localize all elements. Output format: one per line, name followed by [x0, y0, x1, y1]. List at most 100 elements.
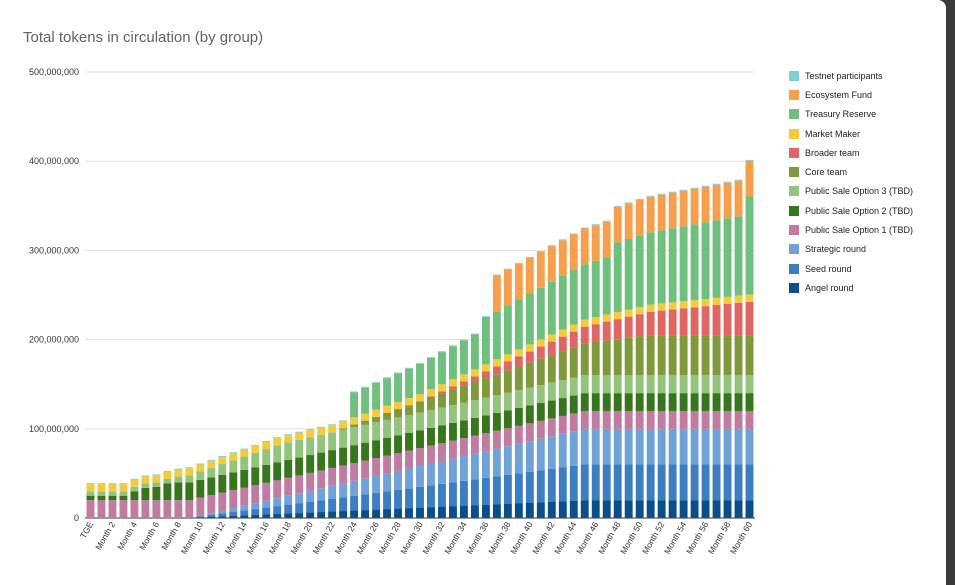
bar-segment: [448, 458, 457, 483]
bar-segment: [284, 513, 293, 518]
bar-segment: [416, 507, 424, 518]
bar-segment: [701, 428, 710, 465]
bar-segment: [536, 502, 545, 518]
bar-segment: [317, 488, 326, 501]
bar-segment: [503, 428, 512, 447]
bar-segment: [196, 463, 205, 465]
bar-segment: [569, 234, 578, 271]
bar-segment: [734, 180, 743, 217]
legend-label: Treasury Reserve: [805, 109, 877, 120]
bar-segment: [416, 486, 424, 508]
bar-segment: [427, 427, 435, 446]
legend-swatch: [789, 225, 799, 236]
bar-segment: [745, 428, 754, 465]
bar-segment: [712, 428, 721, 465]
bar-segment: [163, 470, 172, 472]
bar-segment: [427, 445, 435, 464]
bar-segment: [624, 202, 633, 204]
bar-segment: [459, 456, 468, 481]
bar-segment: [383, 473, 392, 492]
legend-item: Public Sale Option 1 (TBD): [789, 220, 913, 239]
bar-segment: [569, 377, 578, 396]
bar-segment: [350, 495, 359, 511]
bar-segment: [492, 476, 501, 505]
bar-segment: [558, 351, 567, 381]
bar-segment: [668, 192, 677, 229]
legend-item: Market Maker: [789, 124, 913, 143]
bar-segment: [657, 428, 666, 465]
bar-segment: [207, 460, 216, 468]
bar-segment: [547, 382, 556, 401]
bar-segment: [141, 483, 150, 488]
bar-segment: [635, 314, 644, 337]
bar-segment: [613, 205, 622, 207]
bar-segment: [734, 295, 743, 303]
bar-segment: [481, 364, 490, 372]
bar-segment: [448, 482, 457, 507]
bar-segment: [558, 329, 567, 337]
bar-segment: [580, 227, 589, 229]
bar-segment: [97, 483, 106, 485]
bar-segment: [503, 446, 512, 475]
bar-segment: [383, 437, 392, 456]
bar-segment: [525, 441, 534, 472]
bar-segment: [701, 222, 710, 300]
bar-segment: [734, 393, 743, 411]
legend-label: Public Sale Option 2 (TBD): [805, 205, 914, 216]
bar-segment: [547, 245, 556, 247]
bar-segment: [668, 191, 677, 193]
bar-segment: [690, 187, 699, 189]
bar-segment: [712, 184, 721, 221]
bar-segment: [459, 385, 468, 403]
bar-segment: [668, 464, 677, 501]
bar-segment: [624, 428, 633, 465]
bar-segment: [668, 309, 677, 336]
bar-segment: [130, 486, 139, 492]
bar-segment: [580, 500, 589, 518]
bar-segment: [569, 331, 578, 348]
bar-segment: [229, 516, 238, 518]
bar-segment: [525, 344, 534, 352]
bar-segment: [701, 186, 710, 223]
bar-segment: [317, 452, 326, 471]
bar-segment: [646, 304, 655, 312]
bar-segment: [481, 451, 490, 478]
bar-segment: [580, 319, 589, 327]
bar-segment: [492, 412, 501, 431]
legend-label: Strategic round: [805, 244, 867, 255]
bar-segment: [459, 505, 468, 518]
bar-segment: [536, 403, 545, 421]
bar-segment: [503, 474, 512, 504]
bar-segment: [196, 497, 205, 516]
legend: Testnet participants Ecosystem Fund Treasu…: [789, 66, 913, 298]
bar-segment: [481, 378, 490, 398]
bar-segment: [668, 335, 677, 376]
bar-segment: [591, 410, 600, 429]
legend-swatch: [789, 147, 799, 158]
bar-segment: [185, 482, 194, 501]
legend-swatch: [789, 89, 799, 100]
bar-segment: [657, 464, 666, 501]
bar-segment: [141, 476, 150, 484]
bar-segment: [591, 260, 600, 318]
legend-swatch: [789, 109, 799, 120]
bar-segment: [339, 420, 348, 422]
bar-segment: [734, 216, 743, 296]
bar-segment: [108, 484, 117, 492]
bar-segment: [317, 426, 326, 428]
bar-segment: [635, 500, 644, 518]
bar-segment: [613, 410, 622, 429]
bar-segment: [514, 366, 523, 391]
bar-segment: [646, 428, 655, 465]
bar-segment: [448, 346, 457, 380]
bar-segment: [591, 324, 600, 342]
bar-segment: [481, 415, 490, 434]
bar-segment: [394, 489, 402, 509]
bar-segment: [723, 218, 732, 297]
bar-segment: [130, 479, 139, 487]
bar-segment: [558, 275, 567, 330]
bar-segment: [251, 452, 260, 468]
bar-segment: [701, 335, 710, 376]
legend-item: Angel round: [789, 278, 913, 297]
